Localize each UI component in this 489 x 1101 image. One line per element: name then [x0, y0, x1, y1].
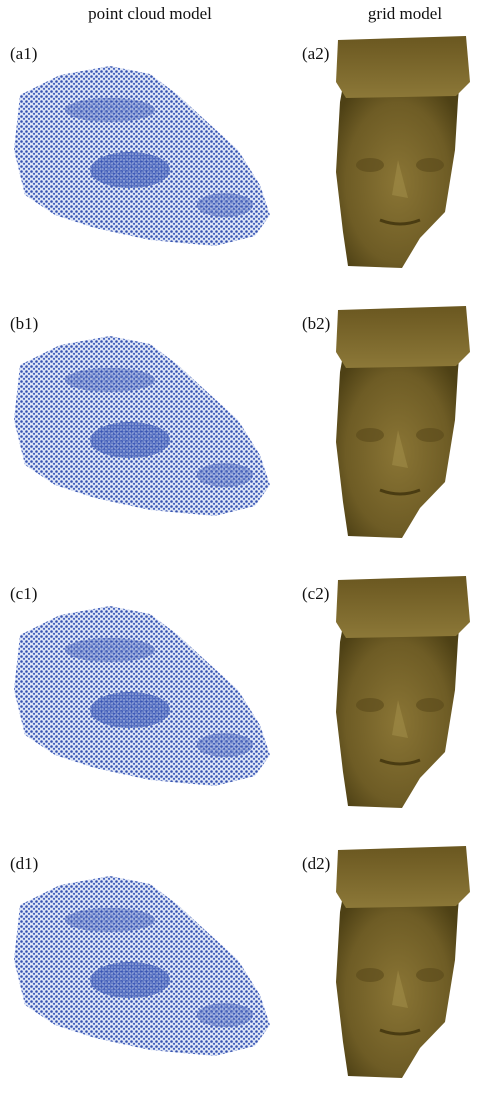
panel-label: (b1)	[10, 314, 38, 333]
column-header: grid model	[368, 4, 442, 23]
panel-label: (b2)	[302, 314, 330, 333]
figure: point cloud model grid model (a1) (a2) (b1…	[0, 0, 489, 1096]
panels: (a1) (a2) (b1) (b2) (c1) (c2) (d1) (d2)	[10, 36, 470, 1078]
grid-model-image	[336, 846, 470, 1078]
panel-label: (c2)	[302, 584, 329, 603]
panel-label: (d2)	[302, 854, 330, 873]
point-cloud-image	[14, 876, 270, 1056]
grid-model-image	[336, 576, 470, 808]
panel-row: (c1) (c2)	[10, 576, 470, 808]
grid-model-image	[336, 36, 470, 268]
panel-label: (c1)	[10, 584, 37, 603]
column-header: point cloud model	[88, 4, 212, 23]
point-cloud-image	[14, 606, 270, 786]
point-cloud-image	[14, 66, 270, 246]
panel-label: (d1)	[10, 854, 38, 873]
grid-model-image	[336, 306, 470, 538]
panel-row: (b1) (b2)	[10, 306, 470, 538]
point-cloud-image	[14, 336, 270, 516]
panel-row: (a1) (a2)	[10, 36, 470, 268]
panel-row: (d1) (d2)	[10, 846, 470, 1078]
panel-label: (a2)	[302, 44, 329, 63]
panel-label: (a1)	[10, 44, 37, 63]
